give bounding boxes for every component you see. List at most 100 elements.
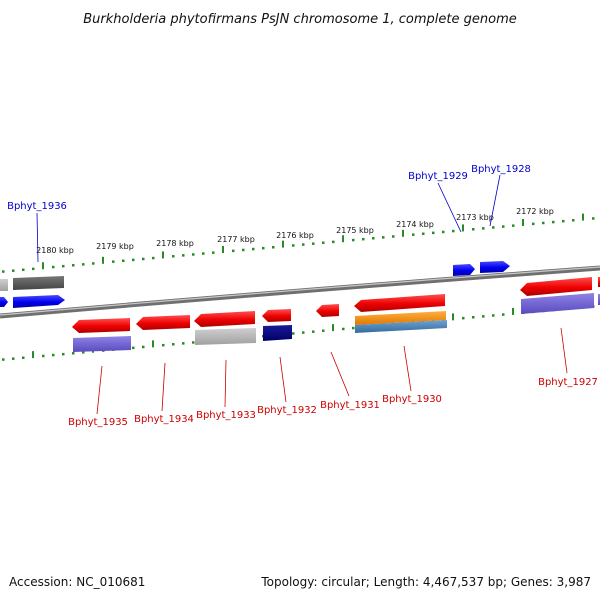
gene-label-bphyt-1929[interactable]: Bphyt_1929 [408,171,468,182]
scale-minor-tick [202,252,205,255]
gene-feature[interactable] [73,336,131,352]
scale-minor-tick [362,237,365,241]
scale-minor-tick [492,226,495,229]
scale-minor-tick [42,354,45,358]
gene-feature[interactable] [262,309,291,322]
scale-minor-tick [2,270,5,273]
scale-minor-tick [132,258,135,262]
gene-feature[interactable] [453,264,475,276]
kbp-label: 2180 kbp [36,246,74,255]
kbp-label: 2177 kbp [217,235,255,244]
label-leader-line [403,345,412,392]
scale-minor-tick [482,227,485,230]
gene-feature[interactable] [520,277,592,296]
gene-feature[interactable] [521,293,594,314]
gene-feature[interactable] [195,328,256,345]
scale-major-tick [522,219,524,227]
scale-minor-tick [212,251,215,254]
bottom-gene-labels: Bphyt_1935 Bphyt_1934 Bphyt_1933 Bphyt_1… [68,327,598,428]
gene-label-bphyt-1928[interactable]: Bphyt_1928 [471,164,531,175]
scale-major-tick [342,235,344,243]
scale-minor-tick [72,264,75,267]
scale-minor-tick [62,352,65,356]
scale-minor-tick [192,253,195,256]
scale-minor-tick [142,257,145,261]
gene-feature[interactable] [0,279,8,291]
gene-label-bphyt-1930[interactable]: Bphyt_1930 [382,394,442,405]
label-leader-line [279,356,287,403]
gene-feature[interactable] [194,311,255,327]
scale-minor-tick [472,316,475,319]
gene-label-bphyt-1927[interactable]: Bphyt_1927 [538,377,598,388]
gene-label-bphyt-1934[interactable]: Bphyt_1934 [134,414,194,425]
scale-minor-tick [82,351,85,354]
scale-minor-tick [152,256,155,260]
gene-label-bphyt-1932[interactable]: Bphyt_1932 [257,405,317,416]
scale-minor-tick [182,254,185,257]
scale-minor-tick [322,329,325,333]
label-leader-line [36,212,39,263]
scale-minor-tick [32,267,35,271]
gene-label-bphyt-1935[interactable]: Bphyt_1935 [68,417,128,428]
genome-title: Burkholderia phytofirmans PsJN chromosom… [83,12,517,27]
scale-major-tick [32,351,34,359]
scale-minor-tick [82,263,85,266]
gene-feature[interactable] [13,295,65,308]
scale-minor-tick [292,332,295,335]
scale-minor-tick [482,315,485,318]
gene-feature[interactable] [72,318,130,333]
gene-feature[interactable] [355,311,446,325]
scale-minor-tick [452,229,455,233]
scale-minor-tick [22,268,25,272]
scale-minor-tick [182,342,185,345]
gene-feature[interactable] [316,304,339,317]
gene-feature[interactable] [13,276,64,290]
label-leader-line [437,182,462,233]
scale-minor-tick [372,237,375,240]
kbp-label: 2176 kbp [276,231,314,240]
gene-label-bphyt-1931[interactable]: Bphyt_1931 [320,400,380,411]
scale-major-tick [582,213,584,221]
label-leader-line [330,351,350,397]
top-strand-features [0,261,510,308]
scale-minor-tick [382,236,385,239]
scale-minor-tick [12,269,15,272]
scale-minor-tick [242,248,245,252]
scale-minor-tick [562,219,565,223]
top-gene-labels: Bphyt_1936 Bphyt_1929 Bphyt_1928 [7,164,531,263]
scale-track-top [2,213,595,273]
kbp-label: 2174 kbp [396,220,434,229]
gene-feature[interactable] [136,315,190,330]
scale-major-tick [222,246,224,254]
gene-label-bphyt-1933[interactable]: Bphyt_1933 [196,410,256,421]
gene-feature[interactable] [355,320,447,333]
gene-feature[interactable] [0,297,8,307]
scale-minor-tick [252,247,255,251]
bottom-strand-features [72,277,600,352]
label-leader-line [489,174,501,227]
scale-minor-tick [442,230,445,234]
scale-major-tick [332,324,334,332]
kbp-label: 2179 kbp [96,242,134,251]
gene-feature[interactable] [354,294,445,312]
scale-minor-tick [62,264,65,268]
scale-minor-tick [302,331,305,334]
kbp-label: 2172 kbp [516,207,554,216]
genome-summary-text: Topology: circular; Length: 4,467,537 bp… [260,575,591,589]
label-leader-line [96,365,103,415]
gene-feature[interactable] [263,325,292,341]
scale-minor-tick [352,238,355,242]
gene-label-bphyt-1936[interactable]: Bphyt_1936 [7,201,67,212]
scale-major-tick [162,251,164,259]
scale-minor-tick [302,243,305,246]
kbp-label: 2178 kbp [156,239,194,248]
scale-minor-tick [322,241,325,245]
accession-text: Accession: NC_010681 [9,575,145,589]
kbp-label: 2175 kbp [336,226,374,235]
scale-minor-tick [112,260,115,263]
scale-minor-tick [592,217,595,220]
scale-major-tick [282,240,284,248]
scale-minor-tick [142,345,145,349]
gene-feature[interactable] [480,261,510,273]
